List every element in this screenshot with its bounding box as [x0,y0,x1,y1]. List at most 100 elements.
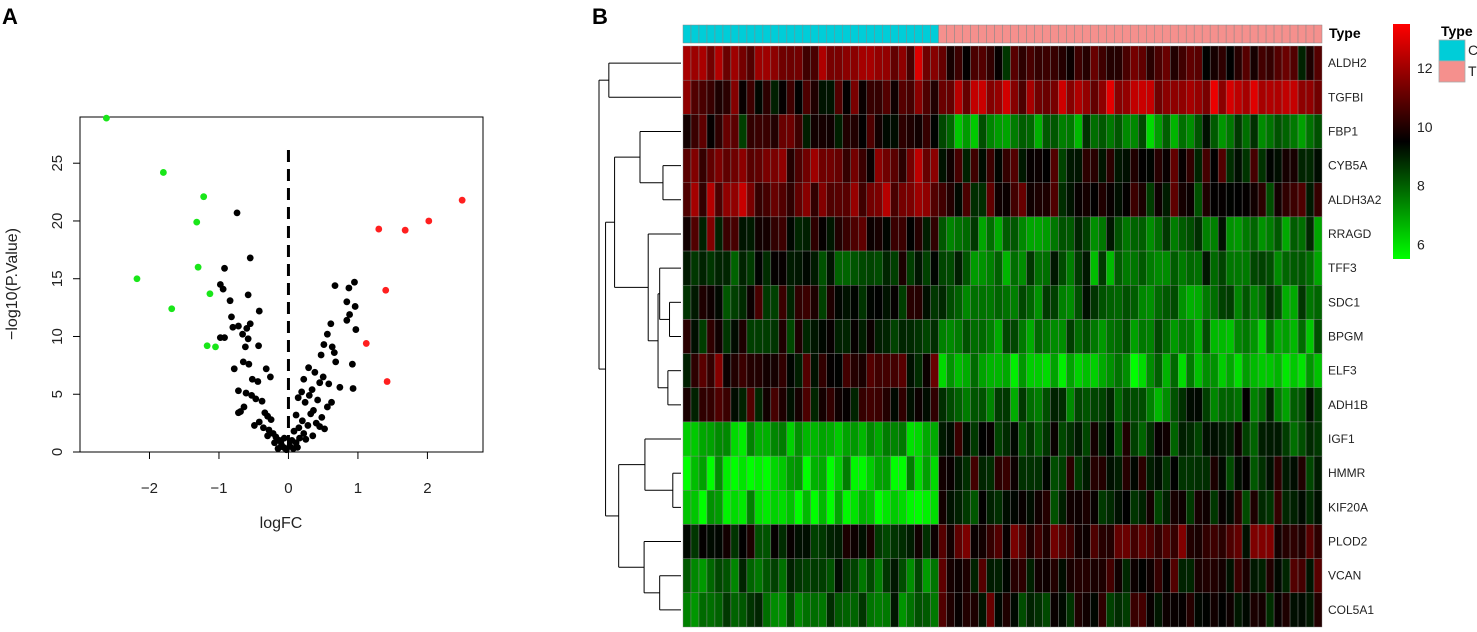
heatmap-cell [1082,79,1091,115]
heatmap-cell [1193,216,1203,252]
heatmap-cell [874,319,883,354]
heatmap-cell [1201,45,1211,81]
heatmap-cell [938,182,947,218]
heatmap-cell [1042,490,1051,525]
heatmap-cell [1042,45,1051,81]
heatmap-cell [1082,148,1091,183]
heatmap-cell [818,524,827,559]
heatmap-cell [1146,250,1155,286]
heatmap-cell [1201,182,1211,218]
heatmap-cell [698,250,708,286]
heatmap-cell [906,421,915,457]
heatmap-cell [1289,182,1299,218]
heatmap-cell [1138,490,1147,525]
volcano-point-ns [242,389,250,397]
heatmap-cell [1010,285,1019,320]
heatmap-cell [1201,79,1211,115]
heatmap-cell [1146,79,1155,115]
heatmap-cell [954,319,963,354]
heatmap-cell [1289,319,1299,354]
heatmap-cell [1154,114,1163,149]
heatmap-cell [978,421,987,457]
heatmap-cell [1217,353,1227,388]
volcano-point-up [362,340,370,347]
heatmap-cell [1225,592,1235,628]
heatmap-cell [978,592,987,628]
annotation-cell [986,24,995,44]
heatmap-cell [994,182,1003,218]
heatmap-cell [722,45,732,81]
heatmap-cell [1066,455,1075,491]
heatmap-cell [890,182,899,218]
heatmap-cell [1241,387,1251,423]
heatmap-cell [874,148,883,183]
heatmap-cell [1082,250,1091,286]
heatmap-cell [890,592,899,628]
heatmap-cell [786,592,796,628]
heatmap-cell [1018,353,1027,388]
heatmap-cell [866,79,875,115]
heatmap-cell [954,79,963,115]
heatmap-cell [1146,285,1155,320]
heatmap-cell [730,387,740,423]
heatmap-cell [970,353,979,388]
heatmap-cell [746,79,756,115]
heatmap-cell [1217,182,1227,218]
heatmap-cell [1010,182,1019,218]
heatmap-cell [1178,524,1187,559]
heatmap-cell [794,114,804,149]
heatmap-cell [1186,558,1195,594]
heatmap-cell [1138,592,1147,628]
heatmap-cell [1257,216,1267,252]
heatmap-cell [1154,455,1163,491]
heatmap-cell [1281,45,1291,81]
heatmap-cell [1034,250,1043,286]
heatmap-cell [1130,250,1139,286]
heatmap-cell [1289,114,1299,149]
heatmap-cell [1002,353,1011,388]
heatmap-cell [1010,45,1019,81]
heatmap-cell [1122,524,1131,559]
heatmap-cell [1114,353,1123,388]
heatmap-cell [1018,285,1027,320]
heatmap-cell [714,490,724,525]
heatmap-cell [690,148,700,183]
heatmap-cell [970,455,979,491]
heatmap-cell [874,79,883,115]
heatmap-cell [1010,216,1019,252]
heatmap-cell [1010,114,1019,149]
heatmap-cell [962,421,971,457]
annotation-cell [962,24,971,44]
heatmap-cell [1265,148,1275,183]
heatmap-cell [762,524,772,559]
heatmap-cell [906,182,915,218]
heatmap-cell [866,285,875,320]
volcano-point-up [458,196,466,204]
heatmap-cell [1106,592,1115,628]
volcano-point-ns [346,311,353,318]
heatmap-cell [930,421,939,457]
heatmap-cell [706,490,716,525]
volcano-point-ns [301,398,309,406]
annotation-cell [738,24,748,44]
annotation-cell [1146,24,1155,44]
heatmap-cell [1273,490,1283,525]
annotation-cell [746,24,756,44]
heatmap-cell [1201,387,1211,423]
heatmap-cell [882,421,891,457]
heatmap-cell [1233,285,1243,320]
heatmap-cell [914,285,923,320]
heatmap-cell [1098,455,1107,491]
heatmap-cell [810,250,819,286]
heatmap-cell [1273,182,1283,218]
heatmap-cell [778,558,788,594]
heatmap-cell [842,592,851,628]
heatmap-cell [842,148,851,183]
volcano-point-down [206,290,214,298]
heatmap-cell [802,353,812,388]
heatmap-cell [1209,353,1219,388]
heatmap-cell [1106,455,1115,491]
annotation-cell [1273,24,1283,44]
heatmap-cell [1146,319,1155,354]
heatmap-cell [1114,592,1123,628]
